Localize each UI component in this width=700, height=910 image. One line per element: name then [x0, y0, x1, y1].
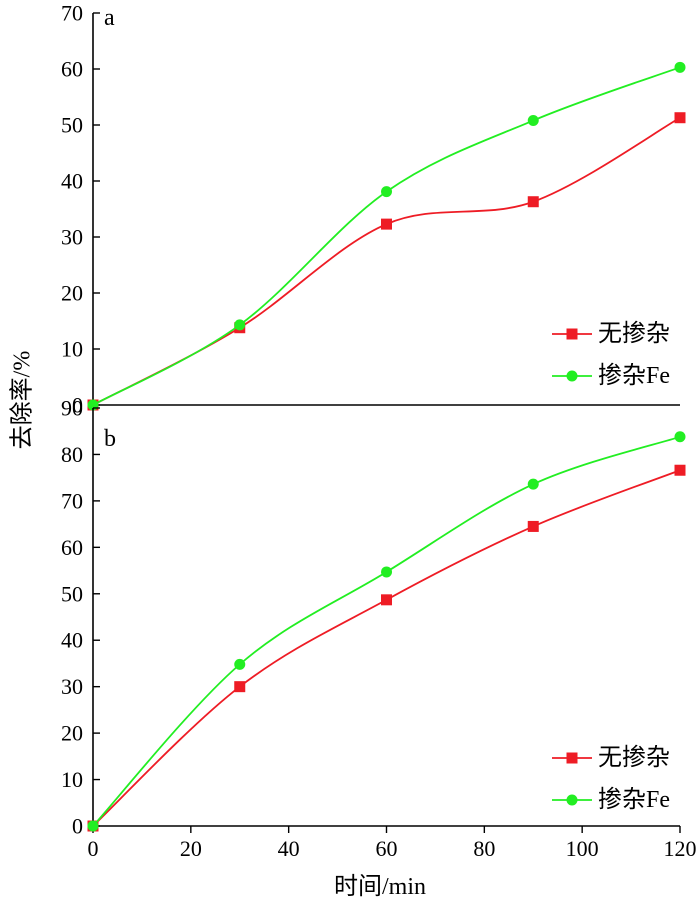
series-line [92, 435, 681, 827]
y-tick-label: 40 [61, 169, 83, 194]
x-tick-label: 20 [180, 836, 202, 861]
y-tick-label: 10 [61, 767, 83, 792]
y-tick-label: 60 [61, 535, 83, 560]
data-point [674, 112, 686, 124]
x-axis-title: 时间/min [334, 873, 426, 900]
legend-marker [566, 794, 578, 806]
legend-label: 无掺杂 [598, 744, 670, 771]
data-point [527, 115, 539, 127]
data-point [527, 520, 539, 532]
series-line [92, 469, 681, 827]
y-tick-label: 60 [61, 57, 83, 82]
y-tick-label: 20 [61, 721, 83, 746]
series-line [92, 66, 681, 406]
y-tick-label: 10 [61, 337, 83, 362]
x-tick-label: 0 [88, 836, 99, 861]
legend-label: 无掺杂 [598, 320, 670, 347]
data-point [527, 196, 539, 208]
data-point [381, 218, 392, 230]
data-point [527, 478, 539, 490]
legend-marker [566, 328, 578, 340]
y-tick-label: 20 [61, 281, 83, 306]
y-axis-title: 去除率/% [9, 351, 36, 450]
data-point [234, 681, 246, 693]
data-point [87, 820, 99, 832]
y-tick-label: 40 [61, 628, 83, 653]
x-tick-label: 80 [473, 836, 495, 861]
y-tick-label: 70 [61, 1, 83, 26]
x-tick-label: 60 [376, 836, 398, 861]
panel-label: a [104, 5, 115, 31]
data-point [381, 186, 392, 198]
legend-marker [566, 752, 578, 764]
series-line [92, 116, 681, 406]
data-point [234, 658, 246, 670]
y-tick-label: 0 [72, 814, 83, 839]
x-tick-label: 100 [566, 836, 599, 861]
data-point [674, 61, 686, 73]
data-point [381, 566, 392, 578]
legend-label: 掺杂Fe [598, 362, 670, 389]
y-tick-label: 50 [61, 113, 83, 138]
data-point [234, 319, 246, 331]
x-tick-label: 120 [664, 836, 697, 861]
y-tick-label: 90 [61, 396, 83, 421]
y-tick-label: 0 [72, 393, 83, 418]
data-point [674, 431, 686, 443]
legend-label: 掺杂Fe [598, 786, 670, 813]
y-tick-label: 70 [61, 488, 83, 513]
data-point [381, 594, 392, 606]
y-tick-label: 50 [61, 581, 83, 606]
y-tick-label: 30 [61, 674, 83, 699]
y-tick-label: 80 [61, 442, 83, 467]
panel-label: b [104, 426, 116, 452]
y-tick-label: 30 [61, 225, 83, 250]
legend-marker [566, 370, 578, 382]
data-point [674, 464, 686, 476]
x-tick-label: 40 [278, 836, 300, 861]
